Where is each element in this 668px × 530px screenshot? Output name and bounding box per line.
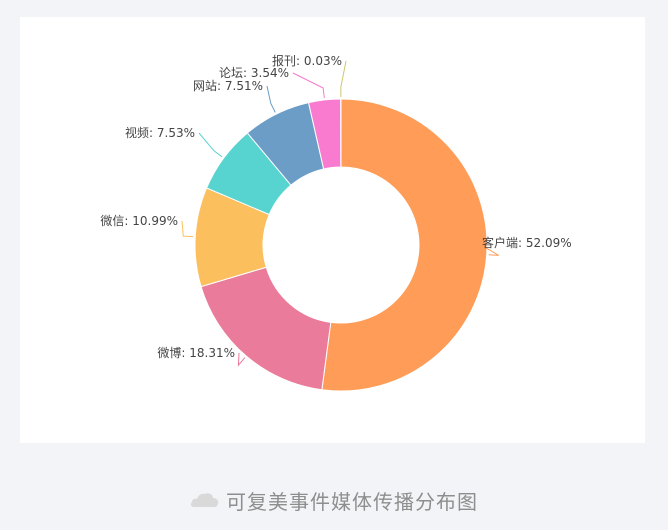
slice-label-论坛: 论坛: 3.54% [219,66,289,80]
chart-card: 客户端: 52.09% 微博: 18.31% 微信: 10.99% 视频: 7.53%… [20,17,645,443]
leader-line-论坛 [292,72,325,99]
slice-label-客户端: 客户端: 52.09% [482,235,572,250]
leader-line-微博 [237,352,246,367]
chart-slices [194,98,488,392]
cloud-icon [190,492,219,507]
leader-line-视频 [198,132,223,158]
slice-label-微信: 微信: 10.99% [100,214,178,228]
caption-text: 可复美事件媒体传播分布图 [226,490,478,514]
leader-line-客户端 [477,242,499,256]
slice-label-报刊: 报刊: 0.03% [272,53,342,68]
slice-微博 [200,266,332,391]
slice-客户端 [321,98,488,392]
chart-slice-labels: 客户端: 52.09% 微博: 18.31% 微信: 10.99% 视频: 7.53%… [100,53,571,360]
slice-label-网站: 网站: 7.51% [193,79,263,93]
chart-leader-lines [181,60,499,367]
figure-caption: 可复美事件媒体传播分布图 [0,486,668,515]
leader-line-报刊 [340,60,347,98]
donut-chart: 客户端: 52.09% 微博: 18.31% 微信: 10.99% 视频: 7.53%… [100,53,572,392]
slice-label-视频: 视频: 7.53% [125,125,195,140]
leader-line-微信 [181,220,194,238]
leader-line-网站 [266,85,276,113]
slice-label-微博: 微博: 18.31% [157,345,235,360]
